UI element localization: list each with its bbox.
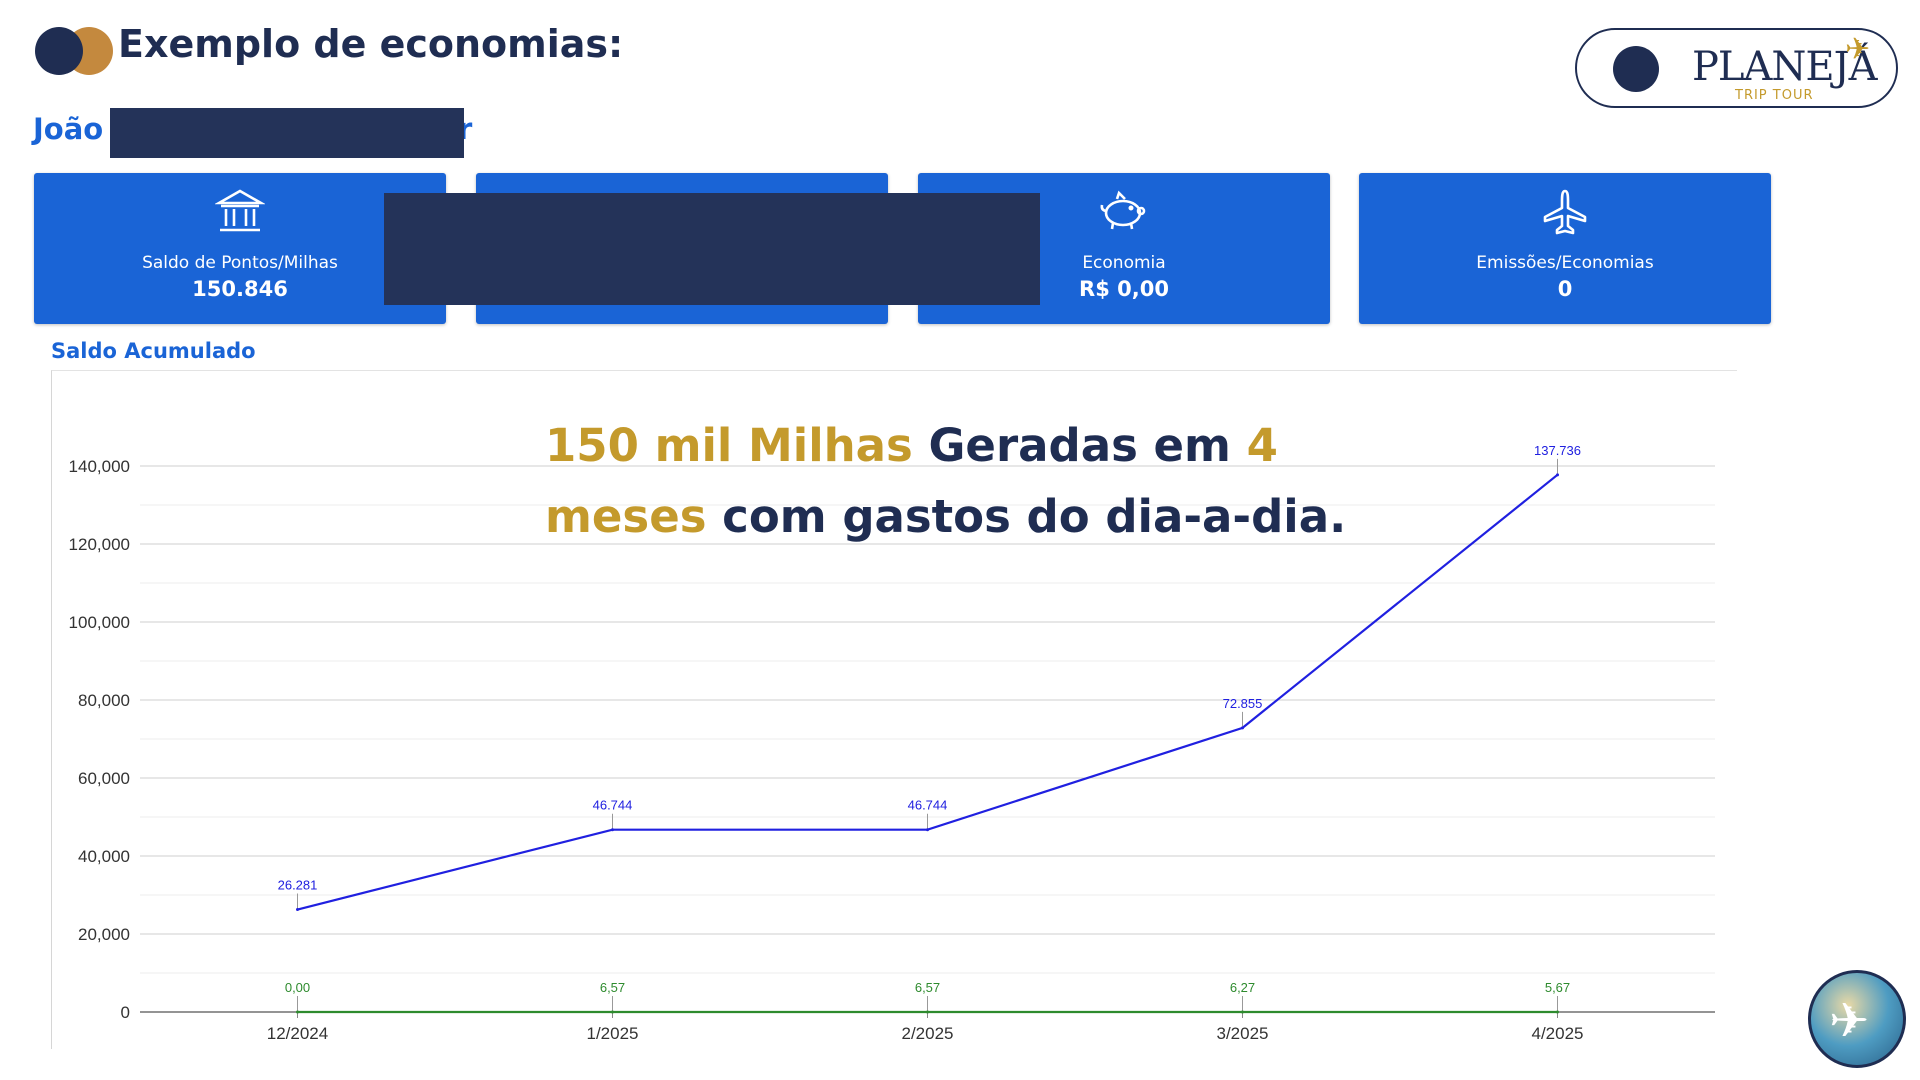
redaction-bar <box>384 193 1040 305</box>
card-value: R$ 0,00 <box>1079 277 1169 301</box>
y-tick-label: 100,000 <box>69 613 130 632</box>
data-point <box>1556 473 1559 477</box>
bank-icon <box>34 187 446 243</box>
overlay-highlight: 4 <box>1246 419 1278 472</box>
brand-dot <box>1613 46 1659 92</box>
y-tick-label: 40,000 <box>78 847 130 866</box>
navy-dot <box>35 27 83 75</box>
x-tick-label: 3/2025 <box>1217 1024 1269 1043</box>
overlay-text: com gastos do dia-a-dia. <box>706 490 1347 543</box>
card-label: Emissões/Economias <box>1476 253 1654 273</box>
data-label: 6,57 <box>600 980 625 995</box>
data-point <box>611 1010 614 1014</box>
y-tick-label: 20,000 <box>78 925 130 944</box>
data-label: 6,57 <box>915 980 940 995</box>
redaction-bar <box>110 108 464 158</box>
data-label: 137.736 <box>1534 443 1581 458</box>
piggy-bank-icon <box>918 187 1330 243</box>
data-point <box>611 828 614 832</box>
brand-name: PLANEJÁ <box>1692 44 1877 90</box>
data-label: 46.744 <box>593 798 633 813</box>
data-label: 72.855 <box>1223 696 1263 711</box>
data-label: 0,00 <box>285 980 310 995</box>
globe-airplane-icon: ✈ <box>1808 970 1906 1068</box>
y-tick-label: 0 <box>121 1003 130 1022</box>
chart-title: Saldo Acumulado <box>51 339 256 363</box>
overlay-line-2: meses com gastos do dia-a-dia. <box>545 481 1346 552</box>
overlay-headline: 150 mil Milhas Geradas em 4 meses com ga… <box>545 410 1346 552</box>
brand-logo: PLANEJÁ TRIP TOUR ✈ <box>1575 28 1898 108</box>
data-label: 6,27 <box>1230 980 1255 995</box>
card-value: 150.846 <box>192 277 288 301</box>
overlay-highlight: 150 mil Milhas <box>545 419 913 472</box>
x-tick-label: 4/2025 <box>1532 1024 1584 1043</box>
page-title: Exemplo de economias: <box>118 22 624 66</box>
y-tick-label: 80,000 <box>78 691 130 710</box>
data-point <box>1556 1010 1559 1014</box>
card-value: 0 <box>1557 277 1573 301</box>
y-tick-label: 140,000 <box>69 457 130 476</box>
data-point <box>296 908 299 912</box>
data-point <box>926 1010 929 1014</box>
overlay-line-1: 150 mil Milhas Geradas em 4 <box>545 410 1346 481</box>
brand-plane-icon: ✈ <box>1845 32 1871 67</box>
card-label: Saldo de Pontos/Milhas <box>142 253 338 273</box>
chart-frame: 0 20,000 40,000 60,000 80,000 100,000 120,000 1… <box>51 370 1737 1049</box>
data-point <box>1241 726 1244 730</box>
data-point <box>926 828 929 832</box>
data-label: 5,67 <box>1545 980 1570 995</box>
card-saldo-pontos: Saldo de Pontos/Milhas 150.846 <box>34 173 446 324</box>
x-tick-label: 12/2024 <box>267 1024 328 1043</box>
data-label: 26.281 <box>278 878 318 893</box>
y-tick-label: 120,000 <box>69 535 130 554</box>
data-label: 46.744 <box>908 798 948 813</box>
data-point <box>1241 1010 1244 1014</box>
x-tick-label: 2/2025 <box>902 1024 954 1043</box>
chart-svg: 0 20,000 40,000 60,000 80,000 100,000 120,000 1… <box>69 443 1715 1043</box>
airplane-icon <box>1359 187 1771 243</box>
overlay-text: Geradas em <box>912 419 1247 472</box>
card-emissoes: Emissões/Economias 0 <box>1359 173 1771 324</box>
overlay-highlight: meses <box>545 490 707 543</box>
brand-subtitle: TRIP TOUR <box>1735 88 1814 103</box>
user-name: João <box>33 112 104 146</box>
data-point <box>296 1010 299 1014</box>
x-tick-label: 1/2025 <box>587 1024 639 1043</box>
y-tick-label: 60,000 <box>78 769 130 788</box>
logo-dots <box>35 27 115 75</box>
card-label: Economia <box>1082 253 1166 273</box>
